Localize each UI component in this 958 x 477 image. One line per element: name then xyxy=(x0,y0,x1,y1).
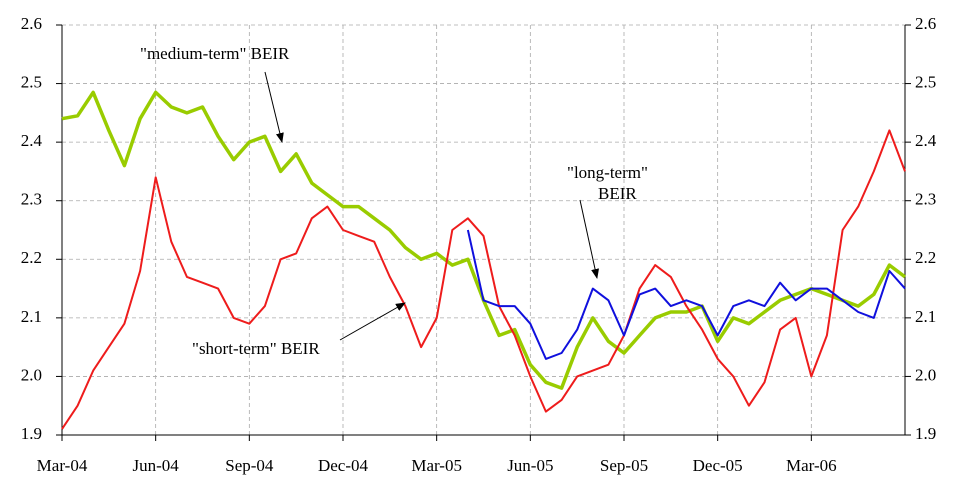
y2-tick-label: 2.4 xyxy=(915,131,937,150)
annotation-arrow xyxy=(264,71,284,143)
y2-tick-label: 1.9 xyxy=(915,424,936,443)
data-line xyxy=(466,229,906,360)
y-tick-label: 2.0 xyxy=(21,365,42,384)
y2-tick-label: 2.0 xyxy=(915,365,936,384)
y-tick-label: 1.9 xyxy=(21,424,42,443)
data-line xyxy=(61,129,906,430)
y2-tick-label: 2.3 xyxy=(915,190,936,209)
annotation-arrow xyxy=(579,199,599,279)
x-tick-label: Dec-04 xyxy=(318,456,369,475)
x-tick-label: Sep-04 xyxy=(225,456,274,475)
x-tick-label: Mar-05 xyxy=(411,456,462,475)
x-tick-label: Sep-05 xyxy=(600,456,648,475)
annotation: "short-term" BEIR xyxy=(192,339,320,358)
y-tick-label: 2.4 xyxy=(21,131,43,150)
y-tick-label: 2.2 xyxy=(21,248,42,267)
y-tick-label: 2.3 xyxy=(21,190,42,209)
annotation: "medium-term" BEIR xyxy=(140,44,290,63)
x-tick-label: Jun-05 xyxy=(507,456,553,475)
x-tick-label: Dec-05 xyxy=(693,456,743,475)
x-tick-label: Mar-04 xyxy=(37,456,88,475)
y2-tick-label: 2.1 xyxy=(915,307,936,326)
y2-tick-label: 2.5 xyxy=(915,72,936,91)
annotation: BEIR xyxy=(598,184,637,203)
x-tick-label: Mar-06 xyxy=(786,456,837,475)
x-tick-label: Jun-04 xyxy=(133,456,180,475)
y-tick-label: 2.5 xyxy=(21,72,42,91)
y2-tick-label: 2.2 xyxy=(915,248,936,267)
y-tick-label: 2.1 xyxy=(21,307,42,326)
annotation-arrow xyxy=(339,302,406,341)
y2-tick-label: 2.6 xyxy=(915,14,936,33)
annotation: "long-term" xyxy=(567,163,648,182)
y-tick-label: 2.6 xyxy=(21,14,42,33)
